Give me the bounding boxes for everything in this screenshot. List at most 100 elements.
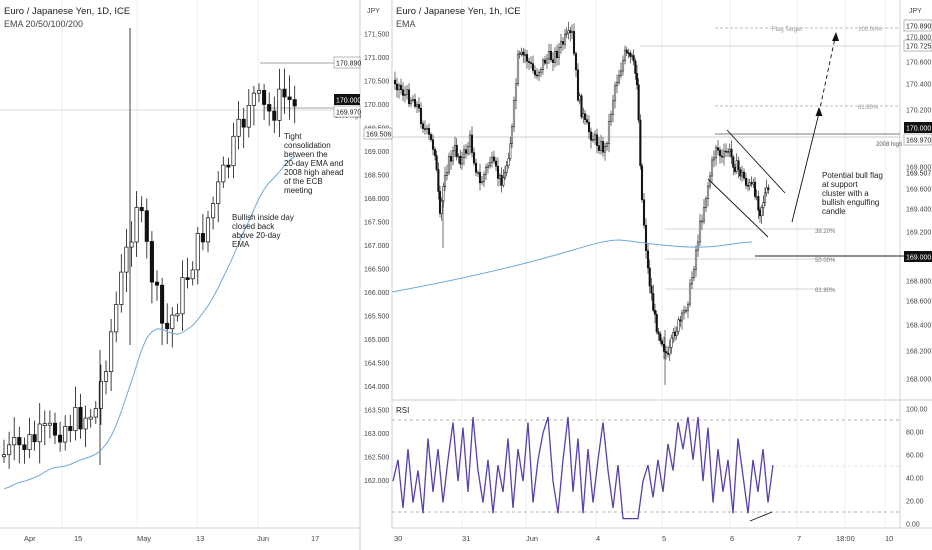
right-candle-body: [535, 74, 539, 77]
right-candle-body: [490, 156, 494, 163]
right-y-tick: 170.000: [364, 102, 389, 109]
right-candle-body: [397, 84, 401, 91]
right-candle-body: [393, 79, 397, 85]
svg-text:Jun: Jun: [526, 534, 538, 543]
svg-text:2008 high ahead: 2008 high ahead: [284, 168, 344, 177]
right-candle-body: [666, 352, 670, 355]
right-candle-body: [431, 139, 435, 150]
right-candle-body: [442, 186, 445, 202]
right-y-tick: 171.000: [364, 55, 389, 62]
rsi-tick: 40.00: [906, 476, 924, 483]
left-candle-body: [37, 423, 42, 443]
svg-text:20-day EMA and: 20-day EMA and: [284, 159, 343, 168]
right-candle-body: [724, 150, 728, 153]
left-candle-body: [93, 408, 98, 418]
right-candle-body: [629, 52, 632, 57]
right-candle-body: [615, 82, 619, 87]
left-candle-body: [134, 207, 139, 243]
right-candle-body: [710, 159, 714, 177]
rsi-tick: 60.00: [906, 453, 924, 460]
left-tag-low: 169.970: [336, 110, 361, 117]
left-candle-body: [17, 437, 22, 446]
right-candle-body: [545, 58, 549, 64]
left-candle-body: [149, 241, 154, 283]
svg-text:10: 10: [885, 534, 893, 543]
right-candle-body: [512, 100, 516, 127]
left-candle-body: [154, 281, 160, 286]
right-candle-body: [595, 134, 599, 146]
right-candle-body: [760, 207, 763, 217]
svg-text:Jun: Jun: [257, 534, 269, 543]
svg-text:meeting: meeting: [284, 186, 312, 195]
svg-text:169.507: 169.507: [906, 171, 931, 178]
right-y-tick: 167.500: [364, 220, 389, 227]
right-candle-body: [574, 53, 578, 71]
left-candle-body: [7, 444, 12, 456]
right-candle-body: [679, 319, 682, 322]
left-axis-tags: 169.506: [363, 127, 393, 140]
right-candles: [393, 21, 770, 385]
left-candle-body: [205, 217, 211, 243]
right-candle-body: [673, 331, 677, 336]
left-candle-body: [42, 423, 47, 426]
right-candle-body: [429, 134, 433, 140]
left-candle-body: [287, 96, 292, 100]
svg-text:13: 13: [196, 534, 204, 543]
bull-flag-note: Potential bull flag at support cluster w…: [822, 171, 883, 216]
right-candle-body: [680, 312, 684, 322]
right-candle-body: [569, 30, 572, 33]
right-y-tick: 166.000: [364, 290, 389, 297]
right-candle-body: [541, 59, 545, 70]
right-candle-body: [726, 151, 730, 153]
right-candle-body: [675, 330, 678, 336]
left-candle-body: [200, 233, 205, 243]
svg-text:Potential bull flag: Potential bull flag: [822, 171, 883, 180]
left-candle-body: [251, 92, 256, 106]
right-candle-body: [648, 267, 651, 287]
right-y2-tick: 168.200: [906, 349, 931, 356]
svg-text:169.000: 169.000: [906, 255, 931, 262]
right-y2-tick: 170.800: [906, 35, 931, 42]
projection-dashed-arrowhead: [832, 32, 839, 41]
right-candle-body: [720, 155, 724, 158]
rsi-line: [392, 416, 774, 520]
svg-text:169.506: 169.506: [366, 132, 391, 139]
right-candle-body: [516, 54, 520, 85]
right-candle-body: [415, 104, 419, 107]
right-candle-body: [447, 155, 451, 173]
svg-text:30: 30: [394, 534, 402, 543]
svg-text:170.890: 170.890: [906, 24, 931, 31]
left-indicator-label: EMA 20/50/100/200: [4, 19, 83, 29]
left-candle-body: [52, 422, 58, 436]
left-candle-body: [165, 322, 170, 330]
svg-text:May: May: [137, 534, 151, 543]
right-candle-body: [739, 169, 742, 177]
right-candle-body: [531, 63, 535, 71]
rsi-label: RSI: [396, 406, 409, 415]
right-candle-body: [714, 147, 718, 159]
right-candle-body: [718, 149, 722, 157]
right-candle-body: [753, 181, 757, 197]
right-y-tick: 168.000: [364, 196, 389, 203]
right-candle-body: [502, 177, 505, 186]
right-y-axis-secondary: 170.800 170.600 170.400 170.200 169.800 169.6…: [906, 35, 931, 384]
fib-target-label: Flag Target: [772, 27, 802, 33]
right-candle-body: [728, 148, 731, 152]
svg-text:consolidation: consolidation: [284, 141, 331, 150]
right-candle-body: [585, 119, 589, 123]
right-y2-tick: 168.800: [906, 279, 931, 286]
right-candle-body: [570, 31, 574, 33]
right-candle-body: [670, 337, 673, 348]
right-candle-body: [413, 99, 417, 107]
right-candle-body: [607, 121, 611, 144]
right-candle-body: [744, 177, 748, 186]
right-candle-body: [605, 143, 609, 147]
left-candle-body: [12, 437, 17, 446]
right-candle-body: [684, 309, 688, 312]
right-candle-body: [476, 172, 480, 174]
inside-day-note: Bullish inside day closed back above 20-…: [232, 213, 294, 249]
fib-levels: Flag Target 100.00% 61.80% 2008 high 38.…: [392, 27, 932, 294]
right-candle-body: [750, 182, 753, 185]
right-y2-tick: 168.600: [906, 299, 931, 306]
right-y2-tick: 170.200: [906, 108, 931, 115]
